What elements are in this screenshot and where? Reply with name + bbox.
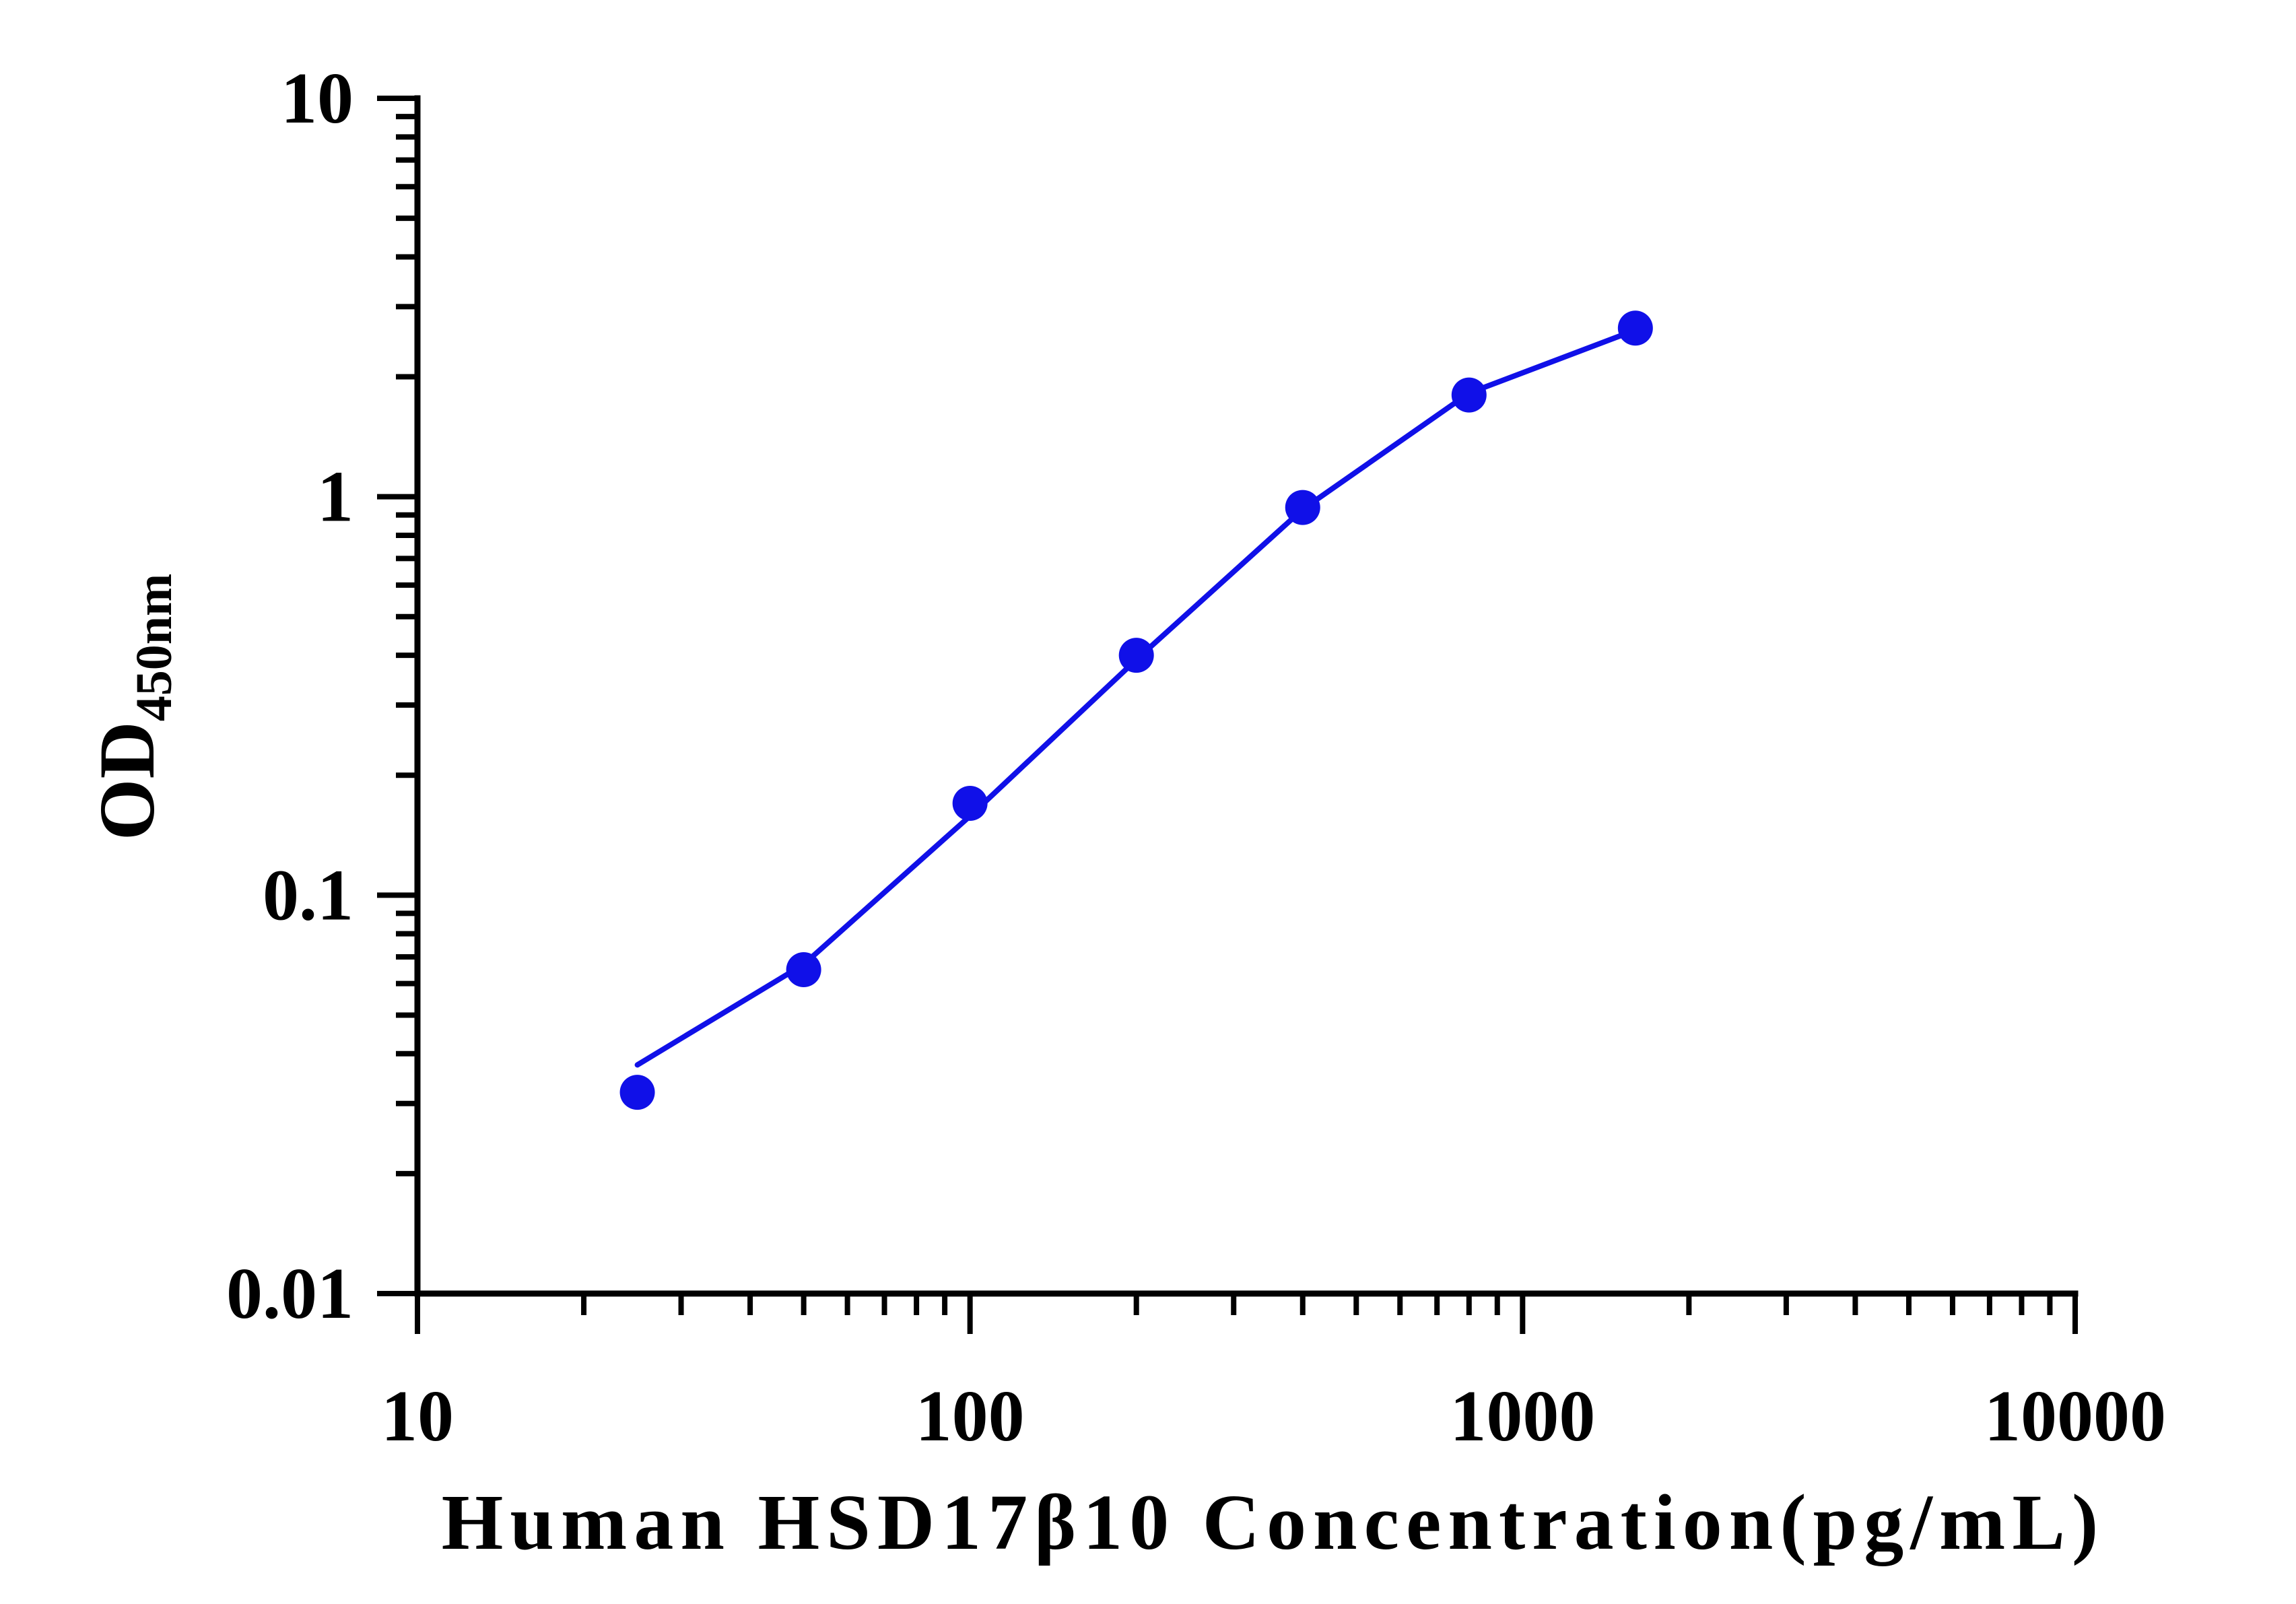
data-point — [1617, 310, 1653, 346]
x-tick-label: 1000 — [1450, 1376, 1595, 1457]
x-axis-title: Human HSD17β10 Concentration(pg/mL) — [442, 1478, 2105, 1566]
x-axis-major-ticks — [415, 1294, 2078, 1334]
data-point — [1285, 490, 1320, 525]
y-tick-label: 10 — [281, 59, 353, 139]
fit-curve-line — [634, 327, 1638, 1068]
data-point — [1451, 377, 1487, 413]
x-tick-label: 100 — [916, 1376, 1025, 1457]
y-tick-label: 0.01 — [226, 1254, 353, 1334]
y-axis-title-main: OD — [83, 721, 171, 840]
y-axis-minor-ticks — [396, 114, 417, 1176]
x-tick-label: 10000 — [1984, 1376, 2166, 1457]
data-point — [952, 785, 988, 821]
y-axis-major-ticks — [377, 96, 417, 1296]
x-axis-minor-ticks — [581, 1294, 2053, 1315]
data-point — [1118, 638, 1154, 673]
data-points — [619, 310, 1653, 1110]
y-tick-label: 0.1 — [263, 855, 353, 935]
data-point — [786, 952, 821, 988]
y-axis-title: OD450nm — [83, 574, 182, 841]
x-tick-label: 10 — [381, 1376, 454, 1457]
x-axis-tick-labels: 10 100 1000 10000 — [381, 1376, 2166, 1457]
y-tick-label: 1 — [317, 457, 353, 537]
y-axis-tick-labels: 0.01 0.1 1 10 — [226, 59, 353, 1334]
data-point — [619, 1075, 655, 1110]
y-axis-title-subscript: 450nm — [126, 574, 182, 722]
